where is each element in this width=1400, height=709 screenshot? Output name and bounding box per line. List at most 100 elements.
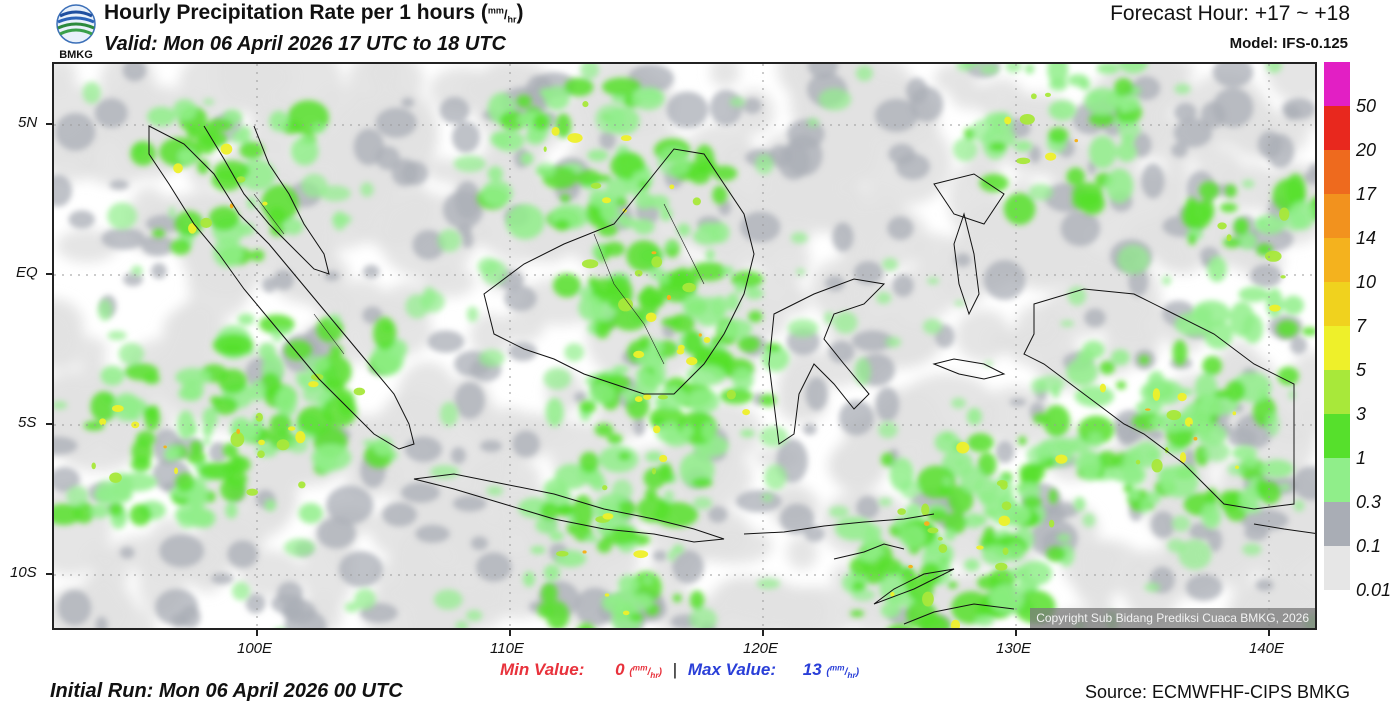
precip-cell bbox=[657, 394, 668, 400]
precip-cell bbox=[269, 110, 289, 132]
precip-cell bbox=[284, 538, 316, 557]
precip-cell bbox=[225, 502, 238, 519]
precip-cell bbox=[347, 64, 424, 109]
precip-cell bbox=[748, 310, 763, 323]
precip-cell bbox=[590, 182, 602, 189]
precip-cell bbox=[1228, 427, 1257, 448]
lon-label-110e: 110E bbox=[490, 640, 524, 657]
precip-cell bbox=[91, 462, 96, 470]
precip-cell bbox=[556, 503, 574, 517]
precip-cell bbox=[1293, 499, 1305, 512]
precip-cell bbox=[82, 81, 101, 104]
precip-cell bbox=[344, 602, 360, 613]
precip-cell bbox=[804, 525, 825, 542]
precip-cell bbox=[143, 373, 160, 385]
precip-cell bbox=[1043, 405, 1071, 437]
precip-cell bbox=[267, 207, 287, 227]
precip-cell bbox=[633, 350, 645, 359]
precip-cell bbox=[1205, 488, 1218, 505]
precip-cell bbox=[389, 449, 399, 461]
precip-cell bbox=[577, 622, 595, 628]
precip-cell bbox=[54, 174, 73, 207]
precip-cell bbox=[1241, 179, 1255, 189]
precip-cell bbox=[1028, 145, 1041, 163]
precip-cell bbox=[638, 180, 649, 189]
precip-cell bbox=[895, 153, 931, 180]
max-label: Max Value: bbox=[687, 660, 777, 679]
precip-cell bbox=[1201, 503, 1222, 530]
precip-cell bbox=[807, 117, 819, 128]
precip-cell bbox=[1174, 102, 1197, 123]
precip-cell bbox=[177, 410, 195, 440]
precip-cell bbox=[602, 513, 614, 520]
lat-label-5s: 5S bbox=[18, 414, 37, 431]
precip-cell bbox=[1116, 380, 1127, 390]
precip-cell bbox=[404, 436, 443, 463]
precip-cell bbox=[316, 316, 344, 343]
precip-cell bbox=[177, 509, 197, 529]
precip-cell bbox=[628, 594, 653, 610]
precip-cell bbox=[927, 527, 939, 534]
precip-cell bbox=[1003, 193, 1036, 225]
precip-cell bbox=[107, 202, 138, 230]
precip-cell bbox=[667, 550, 677, 562]
precip-cell bbox=[596, 520, 614, 536]
precip-cell bbox=[451, 121, 481, 154]
precip-cell bbox=[638, 89, 662, 102]
precip-cell bbox=[858, 550, 879, 562]
precip-cell bbox=[672, 549, 704, 584]
precip-cell bbox=[197, 159, 210, 175]
precip-cell bbox=[246, 488, 258, 496]
precip-cell bbox=[1005, 64, 1022, 73]
min-label: Min Value: bbox=[500, 660, 585, 679]
precip-cell bbox=[1072, 192, 1102, 211]
precip-cell bbox=[508, 342, 538, 362]
precip-cell bbox=[862, 533, 883, 551]
precip-cell bbox=[787, 119, 825, 149]
precip-cell bbox=[109, 179, 129, 190]
precip-cell bbox=[298, 502, 323, 524]
precip-cell bbox=[1089, 92, 1102, 103]
precip-cell bbox=[323, 270, 340, 281]
precip-cell bbox=[556, 550, 569, 557]
precip-cell bbox=[618, 574, 639, 595]
precip-cell bbox=[587, 149, 609, 162]
precip-cell bbox=[145, 214, 184, 233]
precip-cell bbox=[622, 388, 637, 402]
precip-cell bbox=[615, 197, 628, 207]
precip-cell bbox=[452, 495, 487, 512]
precip-cell bbox=[230, 130, 243, 144]
precip-cell bbox=[1118, 64, 1148, 74]
lon-tick bbox=[1268, 630, 1270, 636]
precip-cell bbox=[1004, 116, 1012, 125]
precip-cell bbox=[1138, 355, 1150, 365]
precip-cell bbox=[1157, 466, 1177, 484]
precip-cell bbox=[1223, 237, 1242, 249]
precip-cell bbox=[302, 386, 331, 404]
precip-cell bbox=[887, 216, 914, 241]
colorbar-segment bbox=[1324, 150, 1350, 194]
precip-cell bbox=[657, 146, 691, 177]
precip-cell bbox=[876, 291, 892, 305]
precip-cell bbox=[643, 467, 666, 489]
colorbar-segment bbox=[1324, 414, 1350, 458]
precip-cell bbox=[1173, 118, 1213, 148]
precip-cell bbox=[602, 485, 608, 491]
precip-cell bbox=[855, 65, 873, 82]
precip-cell bbox=[262, 201, 268, 206]
precip-cell bbox=[1182, 448, 1196, 470]
precip-cell bbox=[920, 615, 951, 628]
precip-cell bbox=[1048, 127, 1069, 144]
precip-cell bbox=[255, 412, 263, 422]
precip-cell bbox=[602, 77, 641, 97]
precip-cell bbox=[1001, 501, 1012, 511]
precip-cell bbox=[651, 468, 657, 475]
precip-cell bbox=[1048, 100, 1077, 121]
precip-cell bbox=[1026, 445, 1048, 465]
precip-cell bbox=[1187, 234, 1197, 246]
precip-cell bbox=[541, 582, 558, 605]
precip-cell bbox=[1219, 202, 1238, 213]
precip-cell bbox=[1174, 83, 1191, 95]
precip-cell bbox=[338, 551, 383, 588]
precip-cell bbox=[329, 344, 344, 358]
